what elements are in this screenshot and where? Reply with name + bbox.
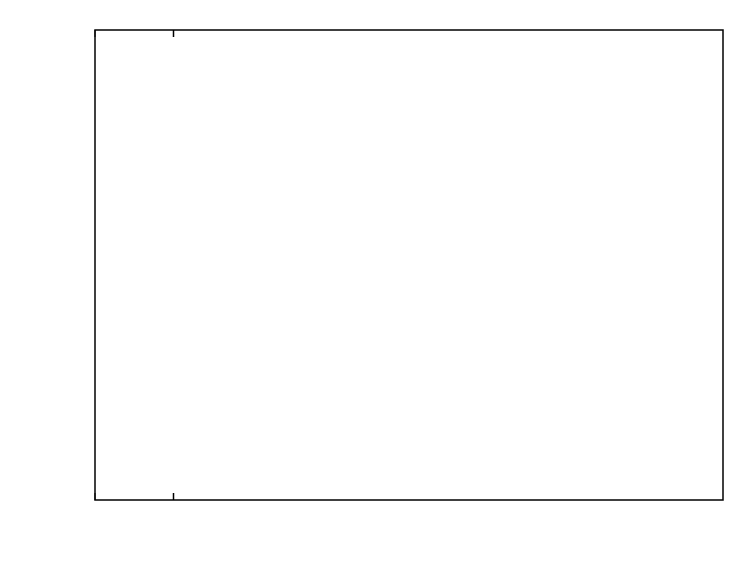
chart-svg bbox=[0, 0, 753, 577]
efficiency-chart bbox=[0, 0, 753, 577]
